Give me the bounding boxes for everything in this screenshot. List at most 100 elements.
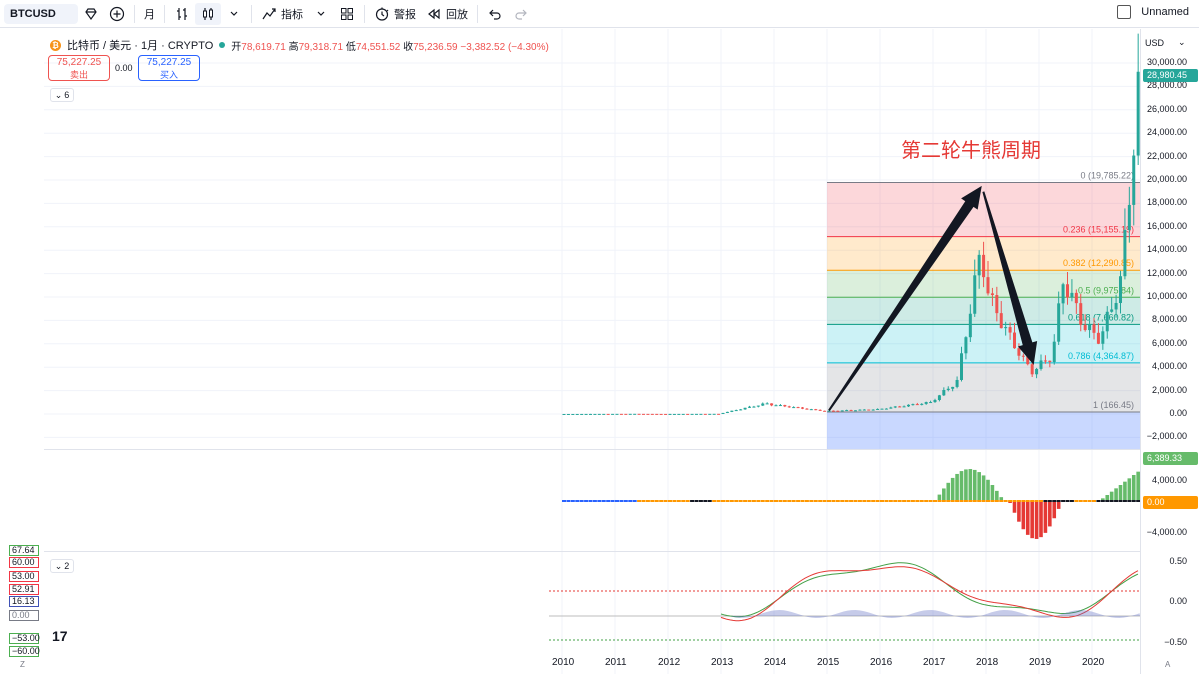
candle-body bbox=[942, 390, 946, 396]
candle-body bbox=[986, 277, 990, 294]
candle-body bbox=[668, 413, 672, 415]
interval-button[interactable]: 月 bbox=[144, 8, 155, 21]
redo-icon[interactable] bbox=[508, 3, 534, 25]
price-chart[interactable]: 0 (19,785.22) 0.236 (15,155.19) 0.382 (12,… bbox=[44, 29, 1140, 674]
candle-body bbox=[615, 413, 619, 415]
candle-body bbox=[1123, 229, 1127, 277]
candle-body bbox=[1013, 332, 1016, 349]
zoom-toggle[interactable]: Z bbox=[20, 660, 25, 669]
collapse-indicators-button[interactable]: ⌄ 6 bbox=[50, 88, 74, 102]
candle-body bbox=[646, 413, 650, 415]
candle-body bbox=[867, 409, 871, 411]
histogram-bar bbox=[995, 490, 999, 501]
candle-body bbox=[1043, 360, 1047, 362]
candle-body bbox=[672, 413, 676, 415]
candle-body bbox=[1096, 332, 1100, 344]
bars-style-icon[interactable] bbox=[169, 3, 195, 25]
candle-body bbox=[1136, 71, 1140, 156]
price-tick: −2,000.00 bbox=[1146, 431, 1187, 442]
candle-body bbox=[650, 413, 654, 415]
candle-body bbox=[836, 410, 840, 412]
candle-body bbox=[695, 413, 698, 415]
price-tick: 14,000.00 bbox=[1146, 244, 1187, 255]
buy-button[interactable]: 75,227.25 买入 bbox=[138, 55, 200, 81]
bitcoin-logo-icon: ₿ bbox=[50, 39, 61, 51]
candle-body bbox=[840, 410, 844, 412]
candle-body bbox=[562, 413, 566, 415]
compare-add-icon[interactable] bbox=[104, 3, 130, 25]
replay-button[interactable]: 回放 bbox=[421, 3, 473, 25]
layout-checkbox[interactable] bbox=[1117, 5, 1132, 19]
histogram-bar bbox=[959, 471, 964, 501]
candle-body bbox=[589, 413, 592, 415]
undo-icon[interactable] bbox=[482, 3, 508, 25]
histogram-bar bbox=[950, 477, 955, 501]
candle-body bbox=[1057, 303, 1061, 342]
histogram-bar bbox=[1131, 475, 1136, 501]
candle-body bbox=[770, 403, 774, 406]
price-tick: 22,000.00 bbox=[1146, 150, 1187, 161]
chevron-down-icon[interactable] bbox=[221, 3, 247, 25]
histogram-bar bbox=[981, 475, 986, 501]
candle-body bbox=[999, 313, 1003, 329]
candle-body bbox=[907, 404, 910, 407]
histogram-bar bbox=[955, 473, 959, 501]
sell-label: 卖出 bbox=[69, 70, 88, 80]
symbol-search[interactable]: BTCUSD bbox=[4, 3, 78, 24]
candle-body bbox=[893, 406, 897, 408]
candle-body bbox=[575, 413, 579, 415]
histogram-bar bbox=[1123, 481, 1127, 501]
price-tick: 30,000.00 bbox=[1146, 57, 1187, 67]
time-axis-label: 2011 bbox=[605, 657, 627, 668]
pane-divider[interactable] bbox=[44, 551, 1199, 552]
time-axis-label: 2010 bbox=[552, 657, 575, 668]
histogram-bar bbox=[942, 488, 946, 501]
histogram-bar bbox=[1017, 501, 1021, 522]
top-toolbar: BTCUSD 月 指标 警报 回放 Unnamed bbox=[0, 0, 1199, 28]
currency-selector[interactable]: USD ⌄ bbox=[1145, 37, 1186, 48]
candle-body bbox=[1061, 284, 1065, 304]
chevron-down-icon[interactable] bbox=[308, 3, 334, 25]
osc-level-tag: 16.13 bbox=[9, 596, 39, 607]
candle-body bbox=[619, 413, 623, 415]
osc-zero-tag: 0.00 bbox=[1143, 496, 1198, 509]
histogram-bar bbox=[1109, 491, 1114, 501]
candle-body bbox=[818, 409, 822, 411]
candle-body bbox=[973, 275, 977, 314]
histogram-bar bbox=[999, 497, 1004, 501]
collapse-oscillator-button[interactable]: ⌄ 2 bbox=[50, 559, 74, 573]
candle-body bbox=[1092, 324, 1096, 333]
alert-button[interactable]: 警报 bbox=[369, 3, 421, 25]
candle-body bbox=[659, 413, 663, 415]
candle-body bbox=[876, 408, 880, 410]
market-open-icon bbox=[219, 42, 226, 48]
ohlc-values: 开78,619.71 高79,318.71 低74,551.52 收75,236… bbox=[231, 41, 549, 53]
auto-scale-toggle[interactable]: A bbox=[1165, 660, 1171, 669]
price-tick: 0.00 bbox=[1169, 408, 1187, 418]
candle-body bbox=[1026, 355, 1030, 365]
candle-body bbox=[854, 410, 857, 412]
price-tick: 8,000.00 bbox=[1151, 314, 1187, 325]
layout-name[interactable]: Unnamed bbox=[1141, 6, 1189, 18]
candle-body bbox=[805, 408, 809, 410]
indicators-button[interactable]: 指标 bbox=[256, 3, 308, 25]
layouts-grid-icon[interactable] bbox=[334, 3, 360, 25]
fib-level-label: 0.618 (7,660.82) bbox=[1068, 312, 1134, 322]
candle-body bbox=[977, 254, 981, 276]
candle-body bbox=[734, 410, 738, 412]
osc-level-tag: −53.00 bbox=[9, 633, 40, 644]
sell-button[interactable]: 75,227.25 卖出 bbox=[48, 55, 110, 81]
pane-divider[interactable] bbox=[44, 449, 1199, 450]
replay-label: 回放 bbox=[446, 8, 468, 21]
histogram-bar bbox=[1012, 501, 1017, 513]
candle-body bbox=[929, 402, 933, 404]
tradingview-logo[interactable]: 17 bbox=[52, 628, 68, 644]
diamond-icon[interactable] bbox=[78, 3, 104, 25]
candles-style-icon[interactable] bbox=[195, 2, 221, 25]
candle-body bbox=[571, 413, 575, 415]
price-tick: 24,000.00 bbox=[1146, 127, 1187, 138]
candle-body bbox=[1119, 276, 1122, 304]
price-axis[interactable]: USD ⌄ 30,000.00 28,000.00 26,000.00 24,000.… bbox=[1140, 29, 1199, 674]
candle-body bbox=[1079, 303, 1083, 325]
candle-body bbox=[823, 410, 827, 412]
